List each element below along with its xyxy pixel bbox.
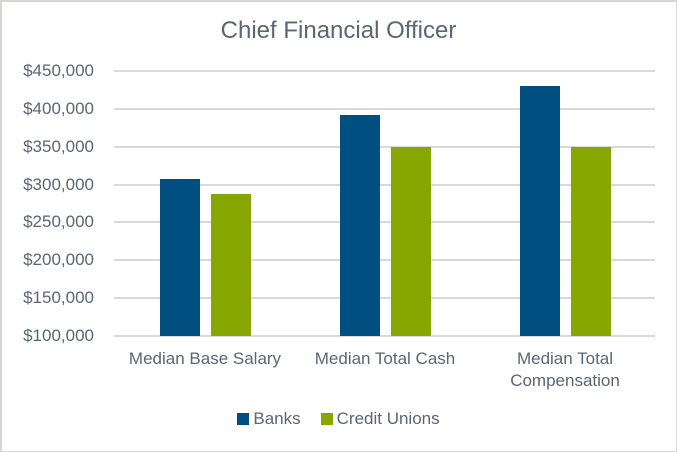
- legend: Banks Credit Unions: [0, 409, 677, 429]
- gridline: [114, 221, 655, 224]
- gridline: [114, 297, 655, 300]
- y-tick-label: $250,000: [23, 212, 94, 232]
- gridline: [114, 107, 655, 110]
- x-category-label: Median Base Salary: [128, 349, 282, 368]
- gridline: [114, 335, 655, 337]
- legend-label-credit-unions: Credit Unions: [336, 409, 440, 428]
- legend-item-banks: Banks: [237, 409, 301, 429]
- bar-credit-unions: [570, 146, 611, 336]
- legend-label-banks: Banks: [253, 409, 301, 428]
- gridline: [114, 70, 655, 72]
- credit-unions-swatch-icon: [320, 413, 333, 425]
- bar-banks: [519, 86, 560, 336]
- banks-swatch-icon: [237, 413, 250, 425]
- bar-banks: [159, 178, 200, 336]
- bar-credit-unions: [390, 146, 431, 336]
- bar-banks: [339, 114, 380, 336]
- x-category-label: Median Total Cash: [314, 349, 456, 368]
- y-tick-label: $200,000: [23, 250, 94, 270]
- gridline: [114, 183, 655, 186]
- gridline: [114, 259, 655, 262]
- y-tick-label: $350,000: [23, 136, 94, 156]
- y-tick-label: $150,000: [23, 288, 94, 308]
- gridline: [114, 145, 655, 148]
- legend-item-credit-unions: Credit Unions: [320, 409, 440, 429]
- x-category-label: Median Total Compensation: [510, 349, 620, 390]
- bar-credit-unions: [210, 193, 251, 336]
- chart-title: Chief Financial Officer: [220, 17, 457, 44]
- y-tick-label: $400,000: [23, 98, 94, 118]
- y-tick-label: $300,000: [23, 174, 94, 194]
- y-tick-label: $450,000: [23, 61, 94, 80]
- y-tick-label: $100,000: [23, 326, 94, 345]
